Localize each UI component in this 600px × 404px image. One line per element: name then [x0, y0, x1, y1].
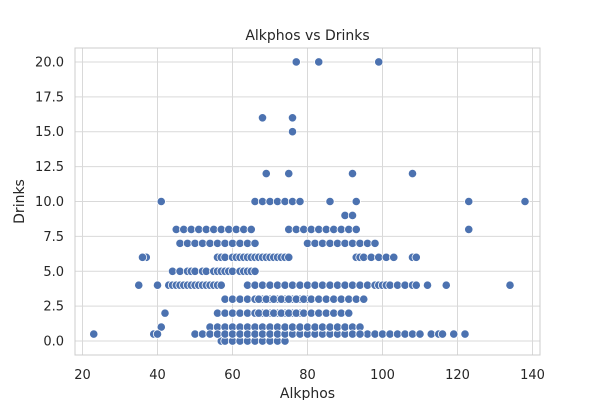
data-point [347, 210, 358, 221]
data-point [351, 196, 361, 207]
data-point [284, 252, 294, 262]
data-point [250, 238, 260, 248]
y-tick-label: 17.5 [35, 90, 64, 105]
y-tick-label: 12.5 [35, 160, 64, 175]
x-axis-label: Alkphos [280, 386, 335, 400]
y-tick-label: 10.0 [35, 195, 64, 210]
data-point [411, 252, 421, 262]
data-point [344, 308, 354, 318]
data-point [284, 168, 294, 179]
data-point [156, 196, 166, 207]
data-point [287, 127, 298, 137]
data-point [520, 196, 530, 207]
data-point [291, 57, 301, 67]
y-tick-label: 7.5 [43, 230, 64, 245]
data-point [415, 329, 425, 339]
data-point [505, 280, 515, 290]
data-point [134, 280, 144, 290]
y-tick-label: 2.5 [43, 300, 64, 315]
data-point [257, 113, 268, 123]
data-point [347, 168, 358, 179]
y-tick-label: 15.0 [35, 125, 64, 140]
x-tick-label: 100 [370, 368, 395, 383]
data-point [374, 57, 384, 67]
data-point [411, 280, 421, 290]
data-point [355, 329, 365, 339]
data-point [216, 280, 226, 290]
data-point [246, 224, 256, 235]
data-point [295, 196, 305, 207]
data-point [250, 266, 260, 276]
y-axis-ticks: 0.0 2.5 5.0 7.5 10.0 12.5 15.0 17.5 20.0 [35, 55, 64, 349]
x-tick-label: 20 [74, 368, 91, 383]
data-point [359, 294, 369, 304]
data-point [464, 224, 474, 235]
data-point [160, 308, 170, 318]
x-tick-label: 140 [520, 368, 545, 383]
y-tick-label: 20.0 [35, 55, 64, 70]
data-point [89, 329, 99, 339]
x-tick-label: 120 [445, 368, 470, 383]
data-point [464, 196, 474, 207]
y-tick-label: 5.0 [43, 265, 64, 280]
data-point [460, 329, 470, 339]
data-point [325, 196, 335, 207]
grid [75, 48, 540, 355]
chart-title: Alkphos vs Drinks [245, 28, 369, 44]
plot-frame [74, 47, 541, 356]
data-point [422, 280, 433, 290]
data-point [449, 329, 459, 339]
data-point [152, 329, 163, 339]
data-point [287, 113, 298, 123]
data-point [156, 322, 166, 332]
data-point [314, 57, 324, 67]
x-tick-label: 60 [224, 368, 241, 383]
data-point [351, 224, 361, 235]
data-point [137, 252, 148, 262]
data-point [441, 280, 451, 290]
data-point [437, 329, 448, 339]
y-axis-label: Drinks [12, 179, 28, 224]
data-point [407, 168, 418, 179]
y-tick-label: 0.0 [43, 335, 64, 350]
x-axis-ticks: 20 40 60 80 100 120 140 [74, 368, 545, 383]
data-point [370, 238, 380, 248]
x-tick-label: 80 [299, 368, 316, 383]
data-points [89, 57, 530, 346]
data-point [261, 168, 271, 179]
x-tick-label: 40 [149, 368, 166, 383]
data-point [389, 252, 399, 262]
data-point [152, 280, 163, 290]
